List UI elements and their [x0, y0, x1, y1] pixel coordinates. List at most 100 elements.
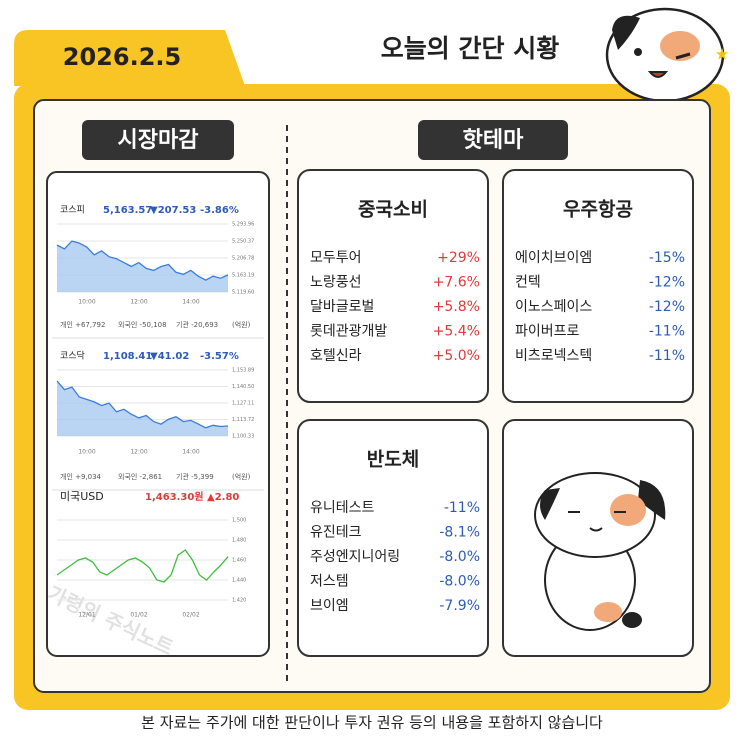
stock-name: 유니테스트	[310, 500, 375, 516]
dog-illustration	[534, 472, 666, 631]
area	[57, 381, 228, 436]
x-tick-label: 12/01	[78, 612, 95, 619]
stock-change: +5.0%	[433, 348, 480, 364]
theme-label: 핫테마	[463, 128, 524, 153]
stock-change: -15%	[649, 250, 685, 266]
x-tick-label: 01/02	[130, 612, 147, 619]
y-tick-label: 1,440	[232, 578, 246, 584]
line	[56, 240, 229, 281]
area	[57, 241, 228, 292]
stock-name: 에이치브이엠	[515, 250, 592, 266]
y-tick-label: 1,153.89	[232, 368, 254, 374]
theme-card	[297, 419, 489, 657]
y-tick-label: 5,119.60	[232, 290, 254, 296]
flow: 외국인 -50,108	[118, 320, 167, 329]
date-tab	[14, 30, 245, 100]
stock-change: +5.8%	[433, 299, 480, 315]
x-tick-label: 10:00	[78, 449, 95, 456]
x-tick-label: 12:00	[130, 299, 147, 306]
footer: 본 자료는 주가에 대한 판단이나 투자 권유 등의 내용을 포함하지 않습니다	[141, 714, 603, 732]
flow: 개인 +67,792	[60, 320, 105, 329]
panel-name: 미국USD	[60, 490, 104, 503]
stock-change: -7.9%	[439, 598, 480, 614]
x-tick-label: 02/02	[182, 612, 199, 619]
stock-name: 유진테크	[310, 525, 362, 541]
stock-name: 이노스페이스	[515, 299, 592, 315]
panel-value: 1,463.30원	[145, 490, 204, 503]
x-tick-label: 10:00	[78, 299, 95, 306]
panel-change: ▼207.53	[150, 205, 196, 216]
stock-change: -11%	[649, 348, 685, 364]
y-tick-label: 1,140.50	[232, 384, 254, 390]
y-tick-label: 1,460	[232, 558, 246, 564]
panel-pct: -3.57%	[200, 351, 239, 362]
y-tick-label: 1,127.11	[232, 401, 254, 407]
theme-pill	[418, 120, 568, 160]
line	[56, 549, 229, 583]
y-tick-label: 1,420	[232, 598, 246, 604]
dog-spot	[594, 602, 622, 622]
stock-name: 컨텍	[515, 275, 541, 291]
stock-change: -12%	[649, 299, 685, 315]
stock-change: +29%	[437, 250, 480, 266]
y-tick-label: 5,163.19	[232, 273, 254, 279]
y-tick-label: 1,500	[232, 518, 246, 524]
stock-name: 모두투어	[310, 250, 362, 266]
y-tick-label: 5,293.96	[232, 222, 254, 228]
flow: (억원)	[232, 320, 251, 329]
stock-change: -8.1%	[439, 525, 480, 541]
x-tick-label: 12:00	[130, 449, 147, 456]
theme-title: 우주항공	[563, 199, 633, 221]
dog-head: ★	[605, 7, 729, 103]
stock-change: -8.0%	[439, 549, 480, 565]
theme-title: 중국소비	[358, 199, 428, 221]
theme-card	[297, 169, 489, 403]
stock-name: 롯데관광개발	[310, 324, 387, 340]
theme-card	[502, 169, 694, 403]
panel-value: 5,163.57	[103, 205, 152, 216]
stock-change: +5.4%	[433, 324, 480, 340]
panel-name: 코스닥	[60, 351, 85, 362]
panel-name: 코스피	[60, 205, 85, 216]
y-tick-label: 1,480	[232, 538, 246, 544]
market-label: 시장마감	[118, 128, 199, 153]
stock-name: 브이엠	[310, 598, 349, 614]
flow: 기관 -20,693	[176, 320, 218, 329]
stock-change: -12%	[649, 275, 685, 291]
dog-paw	[622, 612, 642, 628]
flow: 개인 +9,034	[60, 472, 102, 481]
title: 오늘의 간단 시황	[381, 34, 559, 63]
panel-pct: -3.86%	[200, 205, 239, 216]
theme-title: 반도체	[367, 449, 419, 471]
y-tick-label: 5,250.37	[232, 239, 254, 245]
stock-name: 파이버프로	[515, 324, 580, 340]
market-card	[46, 171, 270, 657]
panel-change: ▲2.80	[207, 492, 239, 503]
flow: 기관 -5,399	[176, 472, 214, 481]
dog-ear	[638, 480, 666, 520]
dog-face	[534, 472, 656, 558]
x-tick-label: 14:00	[182, 449, 199, 456]
flow: (억원)	[232, 472, 251, 481]
stock-change: +7.6%	[433, 275, 480, 291]
dog-spot	[610, 494, 646, 526]
stock-change: -11%	[649, 324, 685, 340]
dog-mouth	[589, 527, 603, 532]
y-tick-label: 1,113.72	[232, 417, 254, 423]
market-pill	[82, 120, 234, 160]
dog-ear	[540, 488, 560, 520]
line	[56, 380, 229, 429]
stock-name: 노랑풍선	[310, 275, 362, 291]
stock-name: 주성엔지니어링	[310, 549, 400, 565]
stock-name: 호텔신라	[310, 348, 362, 364]
flow: 외국인 -2,861	[118, 472, 162, 481]
stock-name: 저스템	[310, 574, 349, 590]
y-tick-label: 1,100.33	[232, 434, 254, 440]
date: 2026.2.5	[63, 43, 181, 71]
stock-name: 비츠로넥스텍	[515, 348, 592, 364]
panel-value: 1,108.41	[103, 351, 152, 362]
x-tick-label: 14:00	[182, 299, 199, 306]
stock-change: -8.0%	[439, 574, 480, 590]
stock-change: -11%	[444, 500, 480, 516]
